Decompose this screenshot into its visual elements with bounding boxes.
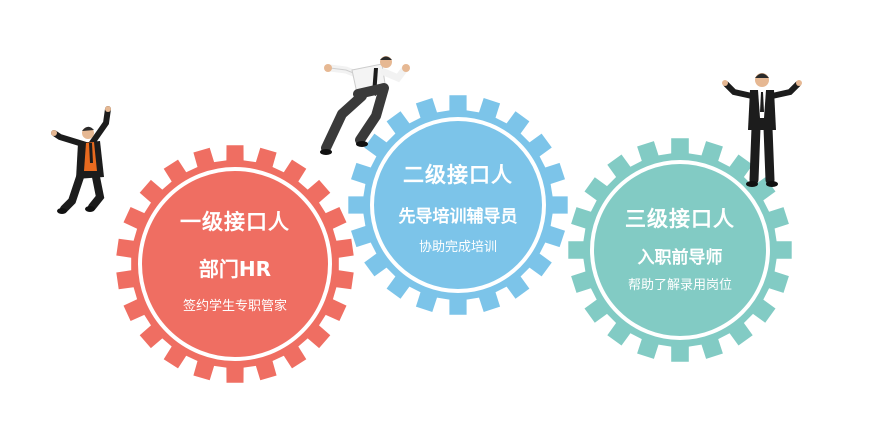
gear-3-title: 三级接口人 (625, 207, 735, 231)
gear-1-title: 一级接口人 (180, 210, 290, 234)
gear-red (116, 145, 354, 383)
gear-teal-teeth (568, 138, 792, 362)
gear-blue-teeth (348, 95, 568, 315)
gear-1-subtitle: 部门HR (198, 257, 272, 281)
running-man-icon (320, 56, 410, 155)
gear-teal-ring (590, 160, 770, 340)
gear-blue-ring (370, 117, 546, 293)
gear-3-description: 帮助了解录用岗位 (627, 278, 732, 293)
celebrating-man-icon (722, 73, 802, 187)
cheering-man-icon (51, 106, 111, 214)
gear-1-description: 签约学生专职管家 (182, 299, 287, 314)
gear-teal (568, 138, 792, 362)
gear-red-teeth (116, 145, 354, 383)
gear-red-ring (138, 167, 332, 361)
gear-2-subtitle: 先导培训辅导员 (398, 207, 518, 227)
gear-blue (348, 95, 568, 315)
gear-2-title: 二级接口人 (403, 163, 513, 187)
gear-3-subtitle: 入职前导师 (637, 248, 723, 268)
gear-2-description: 协助完成培训 (418, 240, 497, 255)
